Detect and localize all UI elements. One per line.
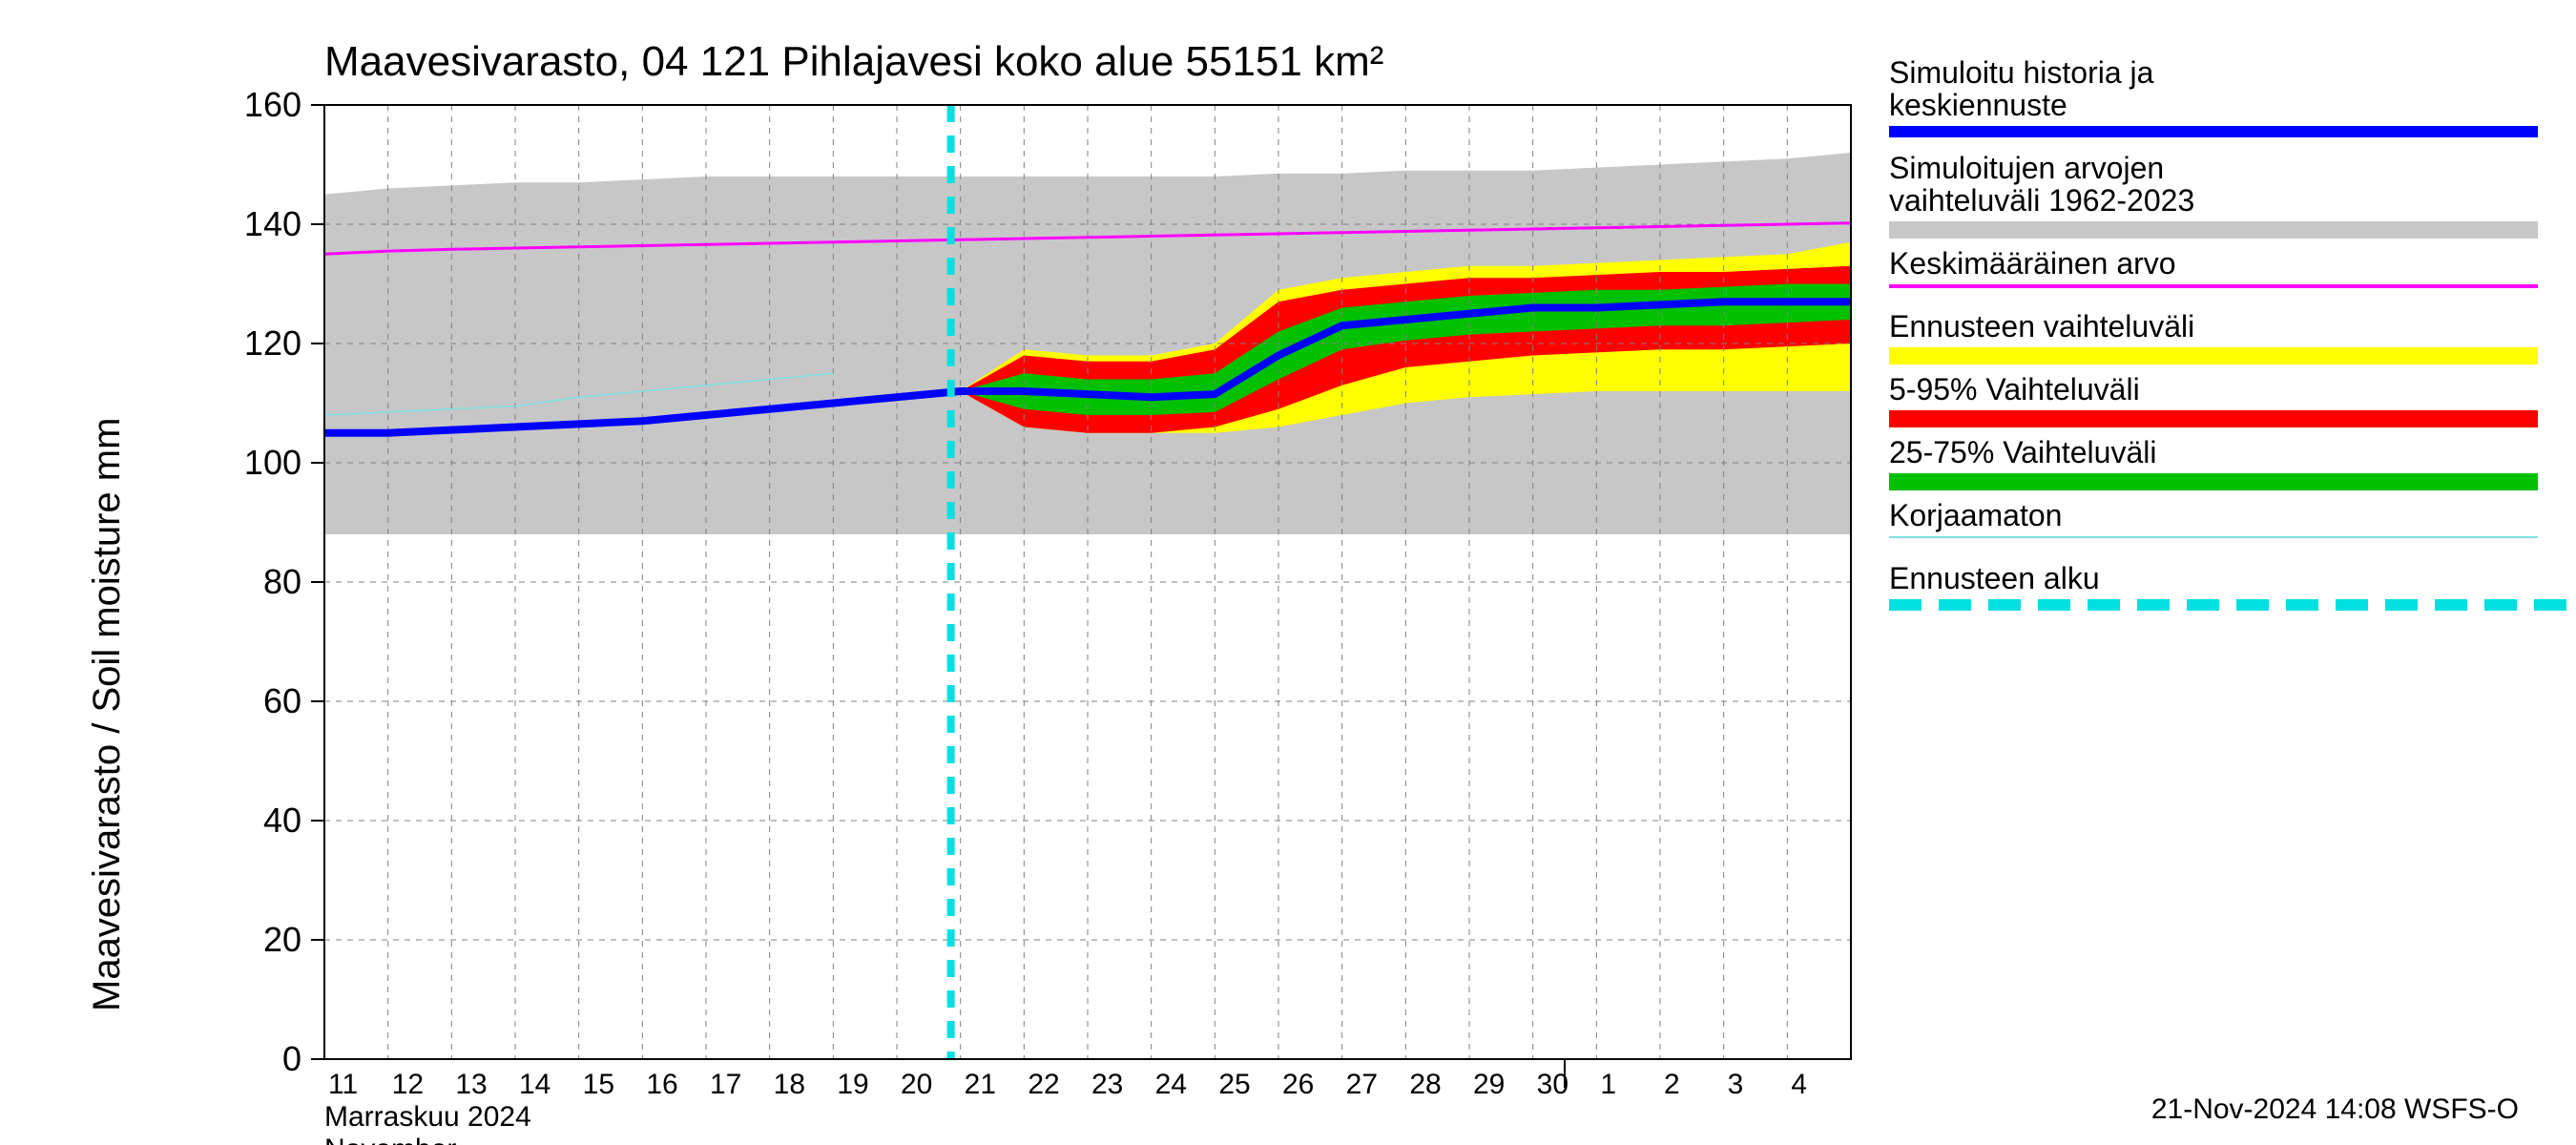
xtick-label: 13 [455,1069,487,1100]
legend-swatch [2385,599,2418,611]
ytick-label: 160 [244,85,301,124]
xtick-label: 3 [1728,1069,1744,1100]
legend-swatch [1988,599,2021,611]
ytick-label: 0 [282,1039,301,1078]
legend-label: 25-75% Vaihteluväli [1889,437,2156,469]
legend-swatch [2088,599,2120,611]
xtick-label: 28 [1409,1069,1441,1100]
chart-svg: 0204060801001201401601112131415161718192… [0,0,2576,1145]
legend-label: 5-95% Vaihteluväli [1889,374,2140,406]
xtick-label: 25 [1218,1069,1250,1100]
ytick-label: 80 [263,562,301,601]
xtick-label: 16 [646,1069,677,1100]
chart-container: Maavesivarasto, 04 121 Pihlajavesi koko … [0,0,2576,1145]
legend-swatch [2187,599,2219,611]
legend-swatch [2038,599,2070,611]
legend-swatch [2484,599,2517,611]
legend-swatch [1939,599,1971,611]
month-label-fi: Marraskuu 2024 [324,1101,531,1134]
xtick-label: 17 [710,1069,741,1100]
ytick-label: 40 [263,801,301,840]
legend-swatch [1889,284,2538,288]
footer-timestamp: 21-Nov-2024 14:08 WSFS-O [2151,1093,2519,1126]
xtick-label: 1 [1600,1069,1616,1100]
legend-swatch [1889,410,2538,427]
xtick-label: 12 [392,1069,424,1100]
xtick-label: 4 [1791,1069,1807,1100]
xtick-label: 20 [901,1069,932,1100]
legend-swatch [1889,473,2538,490]
legend-swatch [2435,599,2467,611]
legend-label: Simuloitu historia ja [1889,57,2153,90]
xtick-label: 18 [774,1069,805,1100]
legend-swatch [2336,599,2368,611]
xtick-label: 27 [1346,1069,1378,1100]
ytick-label: 120 [244,323,301,363]
ytick-label: 100 [244,443,301,482]
legend-label: vaihteluväli 1962-2023 [1889,185,2194,218]
legend-swatch [2534,599,2566,611]
xtick-label: 26 [1282,1069,1314,1100]
legend-swatch [1889,347,2538,364]
legend-swatch [1889,126,2538,137]
xtick-label: 29 [1473,1069,1505,1100]
xtick-label: 24 [1155,1069,1187,1100]
legend-swatch [2236,599,2269,611]
xtick-label: 11 [328,1069,358,1100]
xtick-label: 19 [837,1069,868,1100]
legend-label: Korjaamaton [1889,500,2062,532]
legend-label: Ennusteen vaihteluväli [1889,311,2194,344]
legend-swatch [2286,599,2318,611]
ytick-label: 140 [244,204,301,243]
xtick-label: 30 [1537,1069,1568,1100]
legend-label: keskiennuste [1889,90,2067,122]
legend-swatch [1889,536,2538,538]
month-label-en: November [324,1134,456,1145]
xtick-label: 22 [1028,1069,1059,1100]
ytick-label: 60 [263,681,301,720]
legend-swatch [1889,221,2538,239]
legend-label: Keskimääräinen arvo [1889,248,2176,281]
legend-swatch [1889,599,1922,611]
xtick-label: 14 [519,1069,551,1100]
xtick-label: 2 [1664,1069,1680,1100]
ytick-label: 20 [263,920,301,959]
xtick-label: 23 [1091,1069,1123,1100]
xtick-label: 21 [965,1069,996,1100]
xtick-label: 15 [583,1069,614,1100]
legend-swatch [2137,599,2170,611]
legend-label: Ennusteen alku [1889,563,2100,595]
legend-label: Simuloitujen arvojen [1889,153,2164,185]
